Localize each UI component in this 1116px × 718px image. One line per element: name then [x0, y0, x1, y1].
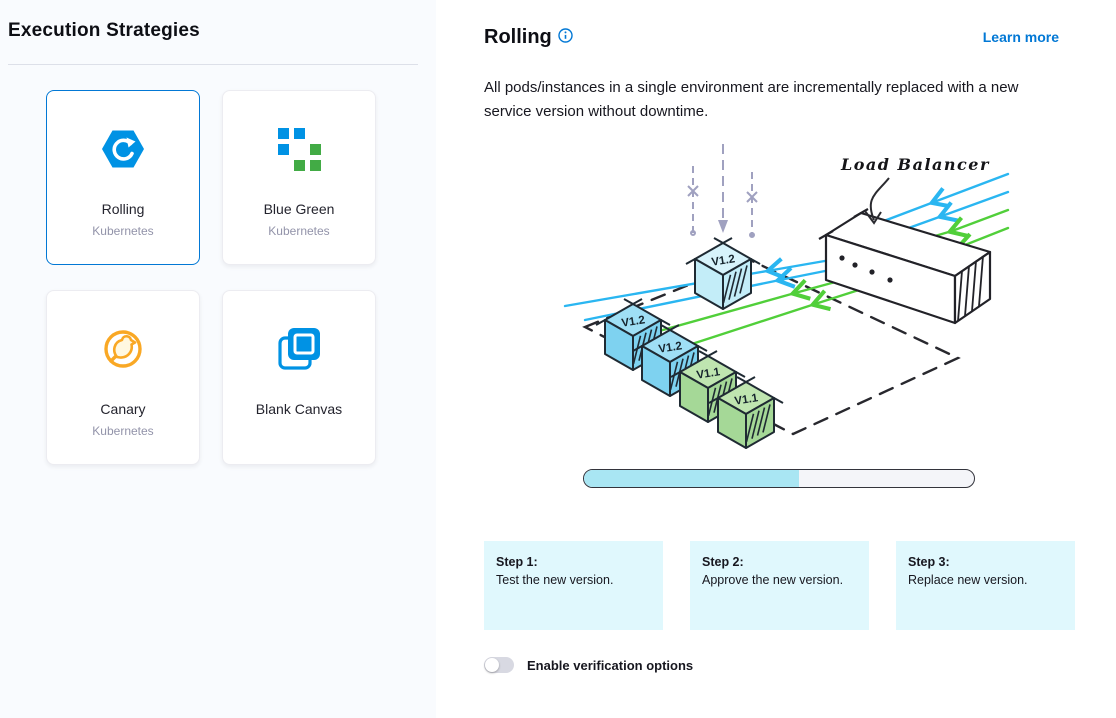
strategy-card-blank-canvas[interactable]: Blank Canvas	[222, 290, 376, 465]
step-card-2: Step 2: Approve the new version.	[690, 541, 869, 630]
steps-row: Step 1: Test the new version. Step 2: Ap…	[484, 541, 1075, 630]
version-cube: V1.1	[708, 376, 784, 449]
load-balancer-label: Load Balancer	[840, 155, 990, 174]
card-sublabel: Kubernetes	[92, 424, 154, 438]
card-label: Rolling	[101, 201, 145, 217]
divider	[8, 64, 418, 65]
step-title: Step 3:	[908, 555, 950, 569]
step-text: Approve the new version.	[702, 573, 844, 587]
step-title: Step 2:	[702, 555, 744, 569]
page-title: Execution Strategies	[8, 20, 200, 41]
strategy-list-panel: Execution Strategies Rolling Kubernetes	[0, 0, 436, 718]
verification-toggle-label: Enable verification options	[527, 657, 694, 673]
card-sublabel: Kubernetes	[268, 224, 330, 238]
detail-header: Rolling Learn more	[484, 26, 1075, 49]
svg-text:V1.1: V1.1	[696, 366, 722, 382]
deploy-strings	[687, 144, 758, 238]
blue-green-icon	[277, 127, 321, 171]
progress-fill	[584, 470, 799, 487]
version-cube: V1.2	[685, 237, 761, 310]
toggle-knob	[485, 658, 499, 672]
cubes-layer: V1.2 V1.2 V1.1 V1.1 V1.2	[595, 237, 784, 449]
step-card-1: Step 1: Test the new version.	[484, 541, 663, 630]
svg-text:V1.1: V1.1	[734, 392, 760, 408]
label-arrowhead	[864, 210, 882, 225]
step-card-3: Step 3: Replace new version.	[896, 541, 1075, 630]
learn-more-link[interactable]: Learn more	[982, 29, 1059, 45]
card-label: Blank Canvas	[255, 401, 343, 417]
progress-bar	[583, 469, 975, 488]
card-label: Canary	[100, 401, 146, 417]
canary-icon	[101, 327, 145, 371]
svg-text:V1.2: V1.2	[621, 314, 646, 330]
step-title: Step 1:	[496, 555, 538, 569]
svg-text:V1.2: V1.2	[658, 340, 683, 356]
card-sublabel: Kubernetes	[92, 224, 154, 238]
strategy-detail-panel: Rolling Learn more All pods/instances in…	[436, 0, 1116, 718]
load-balancer-box	[818, 208, 992, 325]
card-label: Blue Green	[263, 201, 335, 217]
detail-title: Rolling	[484, 26, 552, 48]
strategy-card-canary[interactable]: Canary Kubernetes	[46, 290, 200, 465]
step-text: Replace new version.	[908, 573, 1028, 587]
info-icon[interactable]	[558, 28, 573, 43]
verification-toggle[interactable]	[484, 657, 514, 673]
strategy-cards: Rolling Kubernetes Blue Green Kubernetes	[46, 90, 436, 465]
rolling-icon	[101, 127, 145, 171]
environment-dashed-outline	[582, 258, 961, 436]
blank-canvas-icon	[277, 327, 321, 371]
strategy-card-rolling[interactable]: Rolling Kubernetes	[46, 90, 200, 265]
svg-text:V1.2: V1.2	[711, 253, 736, 269]
strategy-description: All pods/instances in a single environme…	[484, 79, 1019, 120]
strategy-card-blue-green[interactable]: Blue Green Kubernetes	[222, 90, 376, 265]
label-arrow	[869, 177, 890, 221]
version-cube: V1.2	[632, 324, 708, 397]
verification-row: Enable verification options	[484, 657, 1075, 673]
step-text: Test the new version.	[496, 573, 614, 587]
rolling-deployment-illustration: V1.2 V1.2 V1.1 V1.1 V1.2 Load Balancer	[563, 144, 1010, 449]
